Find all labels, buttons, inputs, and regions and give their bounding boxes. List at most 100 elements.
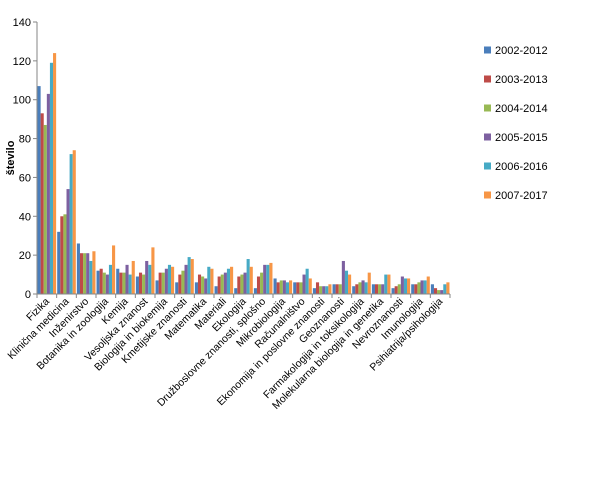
y-tick-label: 40	[19, 211, 31, 223]
bar-2003-2013-2	[79, 253, 84, 294]
bar-2002-2012-2	[76, 243, 80, 294]
bar-2002-2012-8	[194, 282, 198, 294]
bar-2006-2016-16	[364, 282, 368, 294]
bar-2003-2013-9	[217, 276, 221, 294]
bar-2007-2017-2	[92, 251, 96, 294]
bar-2006-2016-12	[285, 282, 290, 294]
bar-2004-2014-14	[319, 286, 323, 294]
bar-2006-2016-19	[423, 280, 427, 294]
bar-2002-2012-0	[37, 86, 41, 294]
bar-2002-2012-10	[234, 288, 238, 294]
bar-2006-2016-8	[207, 266, 211, 294]
bar-2005-2015-0	[46, 93, 50, 294]
bar-2006-2016-10	[246, 259, 250, 294]
bar-2007-2017-13	[308, 278, 312, 294]
bar-2006-2016-6	[167, 264, 172, 294]
bar-2005-2015-19	[420, 280, 424, 294]
bar-2006-2016-17	[384, 274, 388, 294]
legend-label: 2003-2013	[495, 74, 548, 86]
bar-2003-2013-5	[138, 272, 143, 294]
bar-2002-2012-1	[57, 231, 61, 294]
bar-2002-2012-12	[273, 278, 277, 294]
bar-2004-2014-13	[299, 282, 303, 294]
bar-2002-2012-7	[175, 282, 179, 294]
bar-2005-2015-6	[164, 268, 168, 294]
bar-2002-2012-20	[430, 284, 434, 294]
bar-2004-2014-20	[437, 290, 441, 294]
bar-2004-2014-11	[260, 272, 264, 294]
y-tick-label: 60	[19, 172, 31, 184]
series-2002-2012	[37, 86, 434, 294]
bar-2004-2014-19	[417, 282, 421, 294]
bar-2007-2017-8	[210, 268, 214, 294]
bar-2003-2013-18	[394, 286, 398, 294]
y-tick-label: 100	[13, 95, 31, 107]
bar-2004-2014-5	[142, 274, 146, 294]
legend: 2002-2012 2003-2013 2004-2014 2005-2015 2006…	[484, 45, 548, 202]
bar-2006-2016-14	[325, 286, 329, 294]
bar-2004-2014-0	[43, 124, 47, 294]
bar-2002-2012-15	[332, 284, 336, 294]
bar-2002-2012-17	[371, 284, 375, 294]
legend-item-2007-2017: 2007-2017	[484, 190, 548, 202]
legend-label: 2005-2015	[495, 132, 548, 144]
bar-2007-2017-17	[387, 274, 391, 294]
bar-2003-2013-10	[237, 276, 241, 294]
bar-2007-2017-9	[230, 266, 234, 294]
bar-2005-2015-9	[223, 272, 227, 294]
bar-2003-2013-16	[355, 284, 359, 294]
y-tick-label: 20	[19, 250, 31, 262]
bar-2006-2016-7	[187, 257, 191, 294]
bar-2007-2017-4	[131, 260, 135, 294]
bar-2004-2014-10	[240, 274, 244, 294]
bar-2002-2012-13	[293, 282, 297, 294]
bar-2002-2012-14	[312, 288, 316, 294]
bar-2004-2014-8	[201, 276, 205, 294]
bar-2004-2014-16	[358, 282, 362, 294]
bar-2004-2014-15	[338, 284, 342, 294]
bar-2005-2015-3	[105, 274, 109, 294]
bar-2004-2014-3	[102, 272, 106, 294]
bar-2003-2013-12	[276, 282, 280, 294]
bar-2003-2013-7	[178, 274, 182, 294]
bar-2005-2015-18	[400, 276, 404, 294]
legend-swatch	[484, 191, 491, 199]
bar-2002-2012-11	[253, 288, 257, 294]
bar-2004-2014-17	[378, 284, 382, 294]
bar-2003-2013-17	[374, 284, 379, 294]
bar-2007-2017-11	[269, 262, 273, 294]
legend-swatch	[484, 133, 491, 141]
bar-2006-2016-15	[344, 270, 349, 294]
bar-2007-2017-5	[151, 247, 155, 294]
bar-2002-2012-19	[411, 284, 415, 294]
bar-2007-2017-14	[328, 284, 332, 294]
bar-2006-2016-5	[148, 264, 152, 294]
bar-2007-2017-7	[190, 259, 194, 294]
bar-2003-2013-19	[414, 284, 418, 294]
y-tick-label: 0	[25, 289, 31, 301]
bar-2002-2012-18	[391, 288, 395, 294]
bar-2006-2016-18	[403, 278, 408, 294]
bar-2007-2017-19	[426, 276, 430, 294]
bar-2007-2017-10	[249, 266, 253, 294]
bar-2002-2012-5	[135, 276, 139, 294]
bar-2005-2015-12	[282, 280, 286, 294]
bar-2006-2016-9	[226, 268, 231, 294]
bar-2003-2013-8	[197, 274, 202, 294]
legend-label: 2002-2012	[495, 45, 548, 57]
bar-2005-2015-13	[302, 274, 306, 294]
bar-2006-2016-0	[49, 62, 54, 294]
bar-2005-2015-10	[243, 272, 247, 294]
bar-2005-2015-17	[381, 284, 385, 294]
bar-2006-2016-3	[108, 264, 113, 294]
bar-2005-2015-11	[263, 264, 267, 294]
y-axis-label: število	[5, 140, 17, 175]
legend-swatch	[484, 104, 491, 112]
bar-2004-2014-6	[161, 272, 165, 294]
bar-2003-2013-3	[99, 268, 103, 294]
bar-2005-2015-7	[184, 264, 188, 294]
bar-2005-2015-8	[204, 278, 208, 294]
legend-label: 2007-2017	[495, 190, 548, 202]
